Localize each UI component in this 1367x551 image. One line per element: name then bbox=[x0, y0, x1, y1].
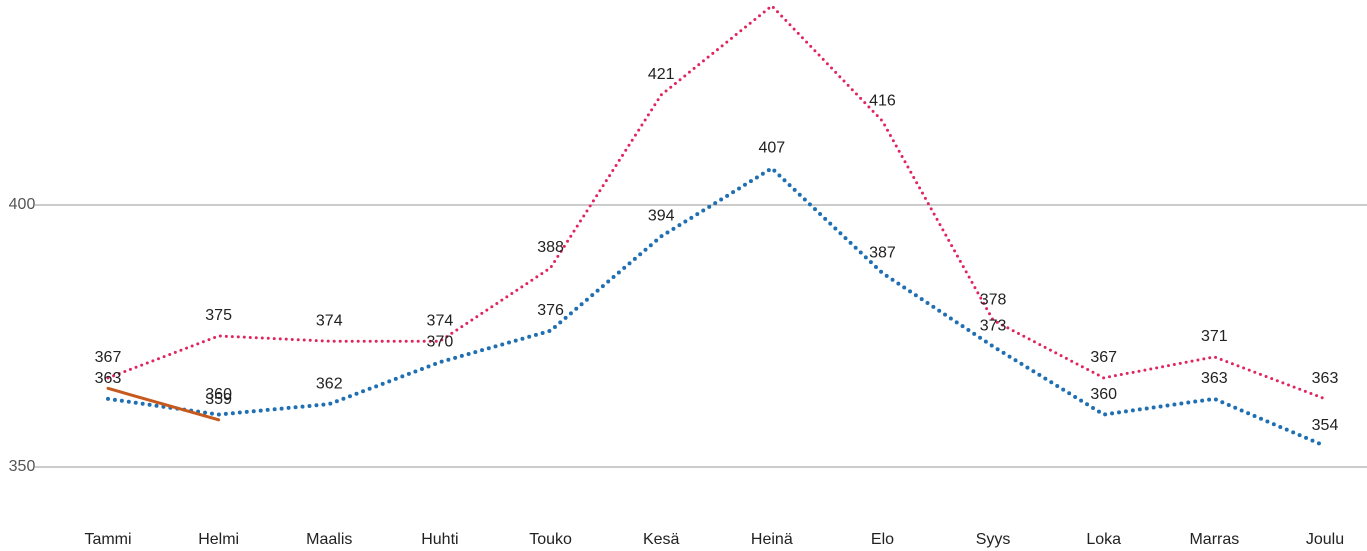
data-label: 370 bbox=[427, 333, 454, 350]
y-tick-label: 400 bbox=[9, 196, 36, 213]
x-tick-label: Touko bbox=[529, 531, 572, 548]
data-label: 360 bbox=[205, 386, 232, 403]
data-label: 374 bbox=[427, 312, 454, 329]
series-line bbox=[106, 165, 1327, 448]
x-tick-label: Joulu bbox=[1306, 531, 1344, 548]
x-tick-label: Helmi bbox=[198, 531, 239, 548]
data-label: 407 bbox=[758, 139, 785, 156]
data-label: 363 bbox=[1201, 370, 1228, 387]
data-label: 354 bbox=[1312, 417, 1339, 434]
x-tick-label: Kesä bbox=[643, 531, 680, 548]
y-tick-label: 350 bbox=[9, 458, 36, 475]
data-label: 378 bbox=[980, 291, 1007, 308]
data-label: 375 bbox=[205, 307, 232, 324]
data-label: 376 bbox=[537, 302, 564, 319]
x-tick-label: Loka bbox=[1086, 531, 1121, 548]
data-label: 363 bbox=[1312, 370, 1339, 387]
data-label: 387 bbox=[869, 244, 896, 261]
x-tick-label: Huhti bbox=[421, 531, 458, 548]
data-label: 367 bbox=[95, 349, 122, 366]
x-tick-label: Marras bbox=[1189, 531, 1239, 548]
data-label: 360 bbox=[1090, 386, 1117, 403]
data-label: 362 bbox=[316, 375, 343, 392]
x-tick-label: Syys bbox=[976, 531, 1011, 548]
data-label: 367 bbox=[1090, 349, 1117, 366]
x-tick-label: Maalis bbox=[306, 531, 352, 548]
series-line bbox=[106, 3, 1327, 401]
series-line bbox=[106, 386, 221, 422]
x-tick-label: Elo bbox=[871, 531, 894, 548]
data-label: 359 bbox=[205, 391, 232, 408]
data-label: 374 bbox=[316, 312, 343, 329]
data-label: 416 bbox=[869, 92, 896, 109]
x-tick-label: Heinä bbox=[751, 531, 793, 548]
data-label: 421 bbox=[648, 66, 675, 83]
data-label: 371 bbox=[1201, 328, 1228, 345]
data-label: 363 bbox=[95, 370, 122, 387]
data-label: 373 bbox=[980, 318, 1007, 335]
data-label: 388 bbox=[537, 239, 564, 256]
x-tick-label: Tammi bbox=[84, 531, 131, 548]
data-label: 394 bbox=[648, 208, 675, 225]
